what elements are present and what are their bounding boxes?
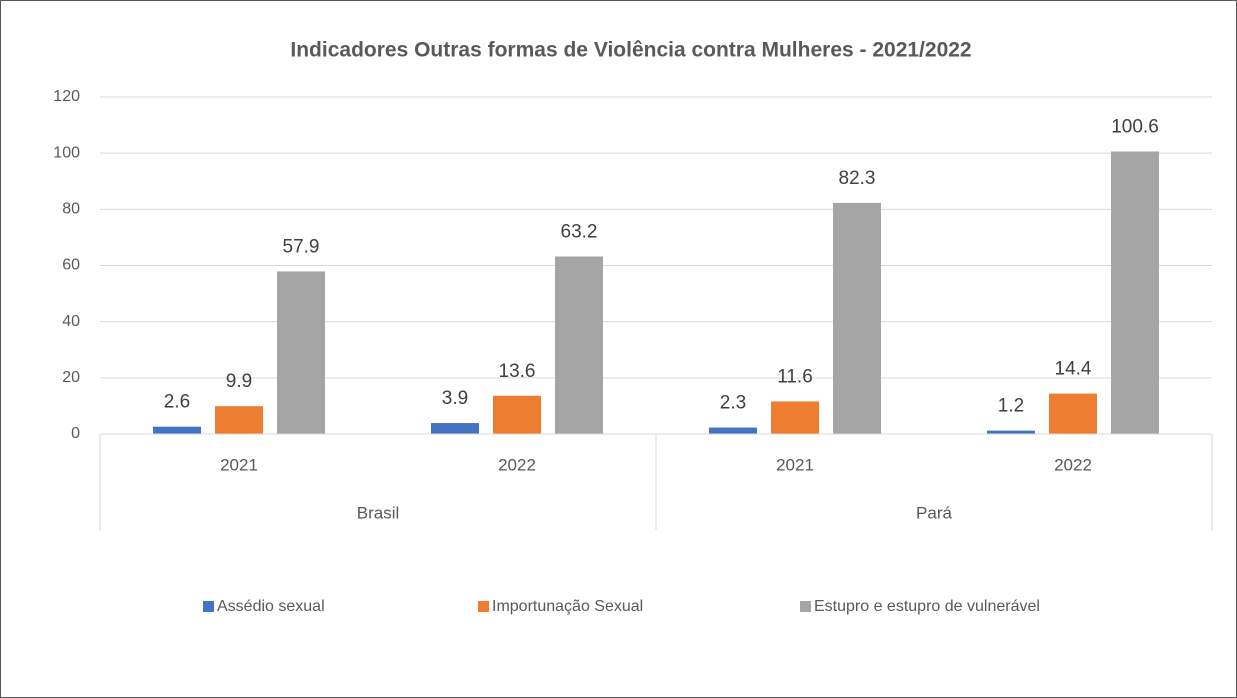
bar <box>493 395 541 434</box>
bar <box>555 256 603 434</box>
data-label: 2.3 <box>720 393 746 414</box>
legend-swatch <box>203 601 214 612</box>
bar <box>709 427 757 434</box>
bar <box>277 271 325 434</box>
data-label: 1.2 <box>998 396 1024 417</box>
chart-title: Indicadores Outras formas de Violência c… <box>290 39 971 62</box>
legend-swatch <box>478 601 489 612</box>
data-label: 11.6 <box>777 366 813 387</box>
bar <box>153 426 201 434</box>
bar <box>833 202 881 434</box>
data-label: 82.3 <box>839 168 876 189</box>
data-label: 63.2 <box>561 222 598 243</box>
y-tick-label: 40 <box>62 313 80 330</box>
bar <box>215 406 263 434</box>
data-label: 2.6 <box>164 392 190 413</box>
legend-label: Assédio sexual <box>217 598 325 615</box>
bar <box>431 423 479 434</box>
x-tick-label: 2022 <box>1054 455 1092 474</box>
data-label: 3.9 <box>442 388 468 409</box>
legend-label: Estupro e estupro de vulnerável <box>814 598 1040 615</box>
y-tick-label: 0 <box>71 425 80 442</box>
y-tick-label: 100 <box>53 144 80 161</box>
y-tick-label: 120 <box>53 88 80 105</box>
bar <box>1049 393 1097 434</box>
bar <box>987 430 1035 434</box>
x-tick-label: 2021 <box>776 455 814 474</box>
data-label: 14.4 <box>1055 359 1092 380</box>
data-label: 100.6 <box>1111 116 1159 137</box>
bar <box>771 401 819 434</box>
legend-swatch <box>800 601 811 612</box>
data-label: 9.9 <box>226 371 252 392</box>
legend-label: Importunação Sexual <box>492 598 643 615</box>
y-tick-label: 20 <box>62 369 80 386</box>
bar <box>1111 151 1159 434</box>
group-label: Pará <box>916 503 952 522</box>
x-tick-label: 2022 <box>498 455 536 474</box>
y-tick-label: 60 <box>62 257 80 274</box>
data-label: 13.6 <box>499 361 536 382</box>
y-tick-label: 80 <box>62 201 80 218</box>
group-label: Brasil <box>357 503 400 522</box>
x-tick-label: 2021 <box>220 455 258 474</box>
data-label: 57.9 <box>283 236 320 257</box>
